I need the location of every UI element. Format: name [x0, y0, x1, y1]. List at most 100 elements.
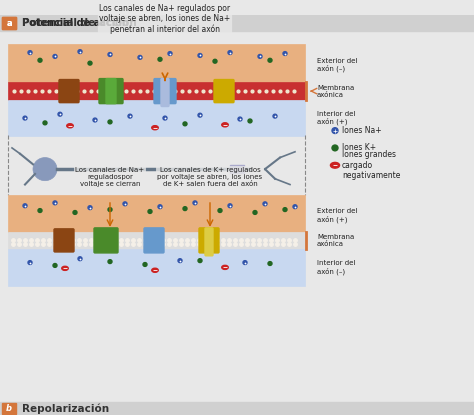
Circle shape — [23, 204, 27, 208]
Circle shape — [332, 145, 338, 151]
Circle shape — [168, 51, 172, 56]
FancyBboxPatch shape — [154, 78, 176, 104]
Circle shape — [78, 50, 82, 54]
Circle shape — [283, 51, 287, 56]
Bar — [230, 165, 244, 173]
Circle shape — [108, 260, 112, 264]
Circle shape — [268, 261, 272, 266]
FancyBboxPatch shape — [205, 228, 213, 256]
Ellipse shape — [330, 162, 339, 168]
Circle shape — [228, 51, 232, 54]
Circle shape — [263, 202, 267, 206]
Bar — [8, 44, 305, 83]
Circle shape — [23, 116, 27, 120]
Text: Potencial de acción: Potencial de acción — [22, 18, 129, 28]
Circle shape — [123, 202, 127, 206]
Circle shape — [283, 208, 287, 212]
Circle shape — [198, 113, 202, 117]
Text: a: a — [6, 19, 12, 28]
FancyBboxPatch shape — [214, 80, 234, 103]
Circle shape — [258, 54, 262, 59]
Ellipse shape — [67, 124, 73, 128]
Circle shape — [228, 204, 232, 208]
Bar — [2, 403, 16, 414]
Circle shape — [108, 53, 112, 56]
Text: a: a — [6, 19, 12, 28]
Text: Repolarización: Repolarización — [22, 403, 109, 414]
Circle shape — [108, 120, 112, 124]
Text: Iones Na+: Iones Na+ — [342, 126, 382, 135]
Circle shape — [38, 209, 42, 212]
FancyBboxPatch shape — [94, 228, 118, 253]
Circle shape — [38, 59, 42, 62]
Circle shape — [253, 210, 257, 215]
Circle shape — [293, 205, 297, 209]
Circle shape — [248, 119, 252, 123]
Circle shape — [268, 59, 272, 62]
Circle shape — [198, 54, 202, 57]
Circle shape — [273, 114, 277, 118]
FancyBboxPatch shape — [144, 228, 164, 253]
Text: Membrana
axónica: Membrana axónica — [317, 234, 354, 247]
Text: Exterior del
axón (+): Exterior del axón (+) — [317, 208, 357, 223]
Bar — [8, 100, 305, 137]
Circle shape — [88, 206, 92, 210]
Ellipse shape — [222, 123, 228, 127]
Ellipse shape — [62, 266, 68, 271]
Bar — [8, 232, 305, 249]
Text: Los canales de Na+ regulados por
voltaje se abren, los iones de Na+
penetran al : Los canales de Na+ regulados por voltaje… — [100, 4, 231, 34]
Circle shape — [93, 118, 97, 122]
Circle shape — [158, 57, 162, 61]
Circle shape — [213, 59, 217, 63]
Circle shape — [53, 264, 57, 267]
Circle shape — [43, 121, 47, 125]
Text: b: b — [6, 404, 12, 413]
FancyBboxPatch shape — [59, 80, 79, 103]
Text: Potencial de acción: Potencial de acción — [22, 18, 137, 28]
Text: Interior del
axón (–): Interior del axón (–) — [317, 260, 356, 275]
Bar — [0, 15, 474, 32]
Ellipse shape — [152, 126, 158, 130]
Circle shape — [138, 56, 142, 59]
Circle shape — [53, 54, 57, 59]
Circle shape — [58, 112, 62, 116]
Circle shape — [148, 210, 152, 213]
Circle shape — [88, 61, 92, 65]
Circle shape — [143, 263, 147, 266]
Circle shape — [193, 201, 197, 205]
Bar — [0, 402, 474, 415]
Circle shape — [163, 116, 167, 120]
Text: Membrana
axónica: Membrana axónica — [317, 85, 354, 98]
FancyBboxPatch shape — [106, 78, 116, 104]
Circle shape — [53, 201, 57, 205]
Circle shape — [238, 117, 242, 121]
Bar — [8, 83, 305, 100]
Bar — [2, 17, 16, 29]
Text: Los canales de K+ regulados
por voltaje se abren, los iones
de K+ salen fuera de: Los canales de K+ regulados por voltaje … — [157, 167, 263, 188]
Circle shape — [158, 205, 162, 209]
Circle shape — [33, 158, 57, 181]
Circle shape — [198, 259, 202, 263]
Circle shape — [183, 207, 187, 210]
Bar — [8, 195, 305, 232]
Circle shape — [218, 209, 222, 212]
Circle shape — [243, 261, 247, 264]
Circle shape — [183, 122, 187, 126]
FancyBboxPatch shape — [161, 78, 169, 107]
Ellipse shape — [222, 265, 228, 269]
Circle shape — [73, 210, 77, 215]
Text: Los canales de Na+
reguladospor
voltaje se cierran: Los canales de Na+ reguladospor voltaje … — [75, 167, 145, 188]
FancyBboxPatch shape — [199, 228, 219, 253]
FancyBboxPatch shape — [54, 229, 74, 252]
Ellipse shape — [152, 268, 158, 272]
Text: Interior del
axón (+): Interior del axón (+) — [317, 111, 356, 125]
Text: Iones K+: Iones K+ — [342, 144, 376, 152]
Circle shape — [178, 259, 182, 263]
FancyBboxPatch shape — [99, 78, 123, 104]
Circle shape — [128, 114, 132, 118]
Text: Iones grandes
cargado
negativamente: Iones grandes cargado negativamente — [342, 150, 401, 180]
Circle shape — [28, 261, 32, 264]
Circle shape — [78, 257, 82, 261]
Circle shape — [332, 128, 338, 134]
Bar — [8, 249, 305, 286]
